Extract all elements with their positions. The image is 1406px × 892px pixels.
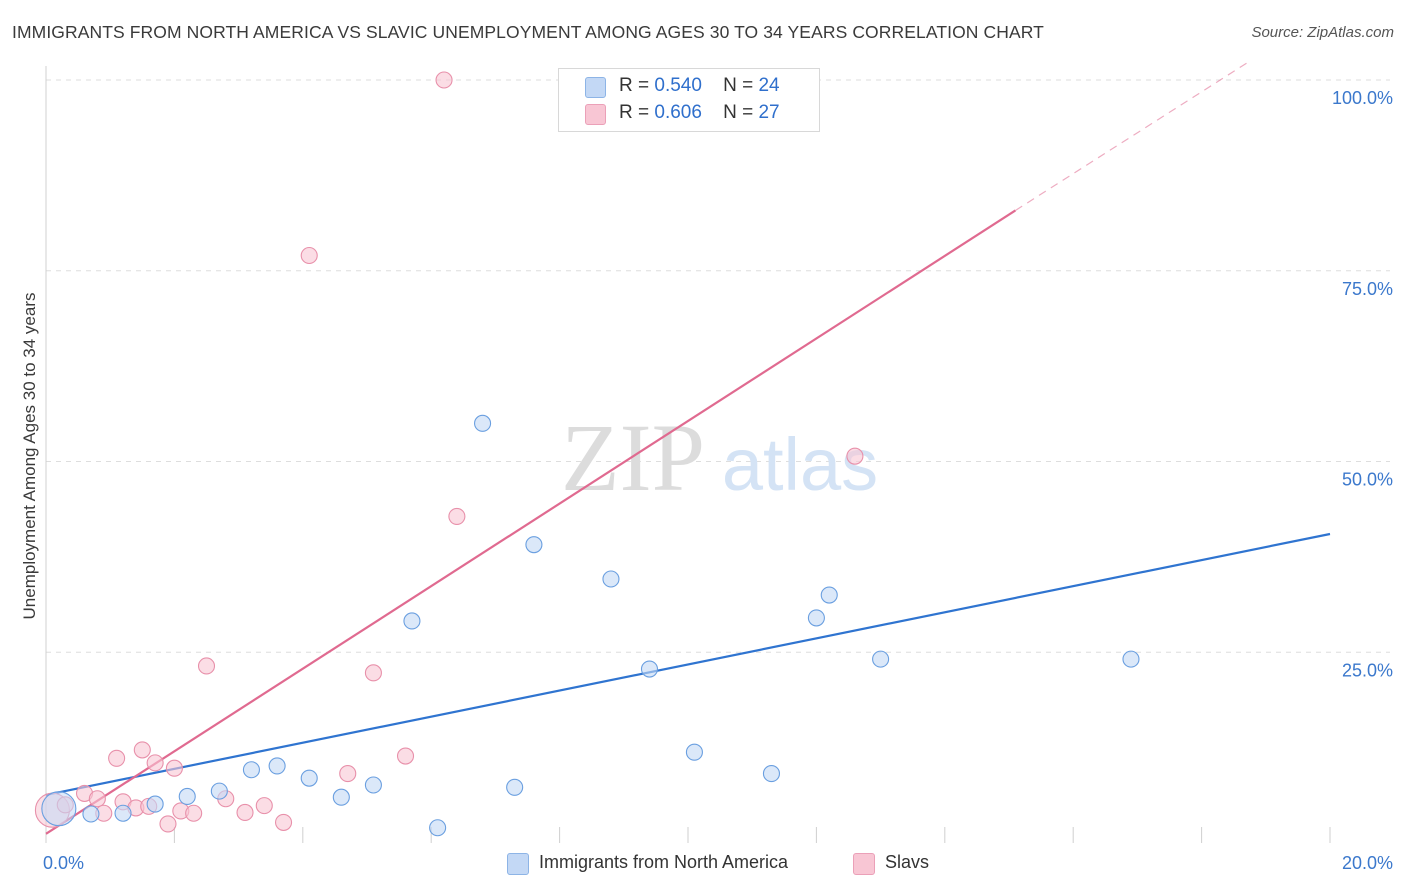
point-immigrants	[178, 787, 196, 806]
tick-labels: 100.0% 75.0% 50.0% 25.0% 0.0% 20.0%	[43, 88, 1393, 873]
chart-title: IMMIGRANTS FROM NORTH AMERICA VS SLAVIC …	[12, 22, 1044, 42]
point-immigrants	[872, 650, 890, 668]
point-immigrants	[242, 761, 260, 779]
y-tick-label: 100.0%	[1332, 88, 1393, 108]
trend-line-slavs-extension	[1015, 62, 1247, 211]
legend-text-slavs: R = 0.606 N = 27	[619, 102, 780, 124]
y-tick-label: 50.0%	[1342, 470, 1393, 490]
legend-swatch-blue	[585, 77, 606, 98]
x-tick-label: 20.0%	[1342, 853, 1393, 873]
point-slavs	[146, 754, 164, 772]
point-immigrants	[146, 795, 164, 813]
legend-r-value: 0.540	[654, 75, 702, 96]
point-slavs	[846, 447, 864, 465]
point-slavs	[165, 759, 183, 777]
point-slavs	[88, 790, 106, 808]
point-immigrants	[41, 791, 77, 827]
legend-r-value: 0.606	[654, 102, 702, 123]
point-immigrants	[268, 757, 286, 775]
point-immigrants	[114, 804, 132, 822]
point-slavs	[339, 765, 357, 783]
point-immigrants	[429, 819, 447, 837]
legend-n-label: N =	[723, 102, 754, 123]
point-immigrants	[300, 769, 318, 787]
watermark: ZIP atlas	[561, 404, 878, 511]
point-immigrants	[820, 586, 838, 604]
y-tick-label: 75.0%	[1342, 279, 1393, 299]
trend-line-immigrants	[45, 532, 1331, 797]
x-tick-label: 0.0%	[43, 853, 84, 873]
legend-n-value: 27	[758, 102, 780, 123]
point-slavs	[364, 664, 382, 682]
legend-r-label: R =	[619, 102, 650, 123]
point-slavs	[185, 804, 203, 822]
point-slavs	[300, 246, 318, 265]
bottom-legend-swatch-pink	[853, 853, 875, 875]
axes	[45, 66, 1331, 843]
bottom-legend-label-immigrants: Immigrants from North America	[539, 852, 789, 872]
point-immigrants	[364, 776, 382, 794]
trend-lines	[45, 62, 1331, 835]
point-slavs	[108, 749, 126, 767]
point-slavs	[197, 657, 216, 675]
y-tick-label: 25.0%	[1342, 660, 1393, 680]
point-slavs	[159, 815, 177, 833]
point-immigrants	[640, 660, 659, 678]
point-immigrants	[602, 570, 620, 588]
point-slavs	[435, 71, 453, 89]
point-slavs	[448, 507, 466, 525]
point-slavs	[274, 813, 293, 831]
point-slavs	[255, 797, 273, 815]
legend-n-value: 24	[758, 75, 780, 96]
point-immigrants	[506, 778, 524, 796]
point-immigrants	[82, 805, 100, 823]
legend-text-immigrants: R = 0.540 N = 24	[619, 75, 780, 97]
point-immigrants	[685, 743, 703, 761]
point-slavs	[133, 741, 151, 759]
legend-n-label: N =	[723, 75, 754, 96]
point-immigrants	[332, 788, 350, 806]
legend-swatch-pink	[585, 104, 606, 125]
legend-r-label: R =	[619, 75, 650, 96]
data-points	[34, 71, 1140, 837]
point-immigrants	[762, 765, 781, 783]
point-slavs	[396, 747, 415, 765]
point-immigrants	[525, 536, 543, 554]
watermark-atlas: atlas	[722, 423, 878, 506]
trend-line-slavs	[45, 209, 1017, 835]
bottom-legend-label-slavs: Slavs	[885, 852, 930, 872]
point-immigrants	[403, 612, 421, 630]
bottom-legend-swatch-blue	[507, 853, 529, 875]
point-immigrants	[474, 414, 492, 432]
point-immigrants	[1122, 650, 1140, 668]
correlation-legend: R = 0.540 N = 24 R = 0.606 N = 27	[558, 68, 820, 132]
point-slavs	[236, 803, 254, 822]
chart-source: Source: ZipAtlas.com	[1251, 24, 1394, 41]
gridlines	[46, 79, 1390, 653]
point-immigrants	[807, 609, 825, 627]
point-immigrants	[210, 782, 228, 800]
